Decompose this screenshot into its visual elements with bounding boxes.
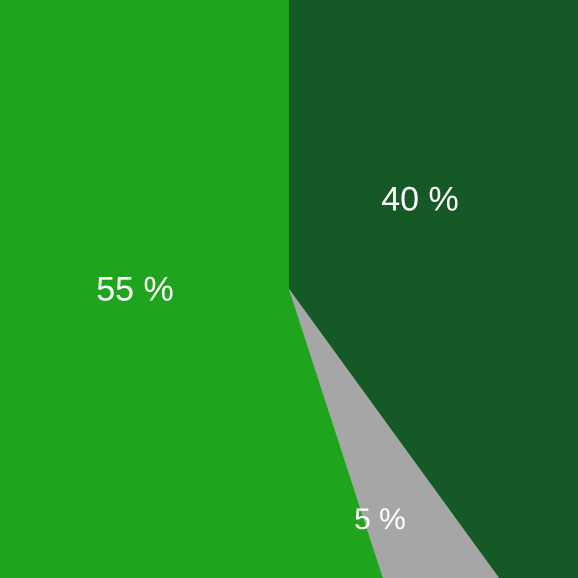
pie-slice-label: 5 % bbox=[354, 503, 406, 537]
pie-slice-label: 40 % bbox=[381, 181, 459, 220]
pie-slice-label: 55 % bbox=[96, 271, 174, 310]
pie-chart: 40 % 5 % 55 % bbox=[0, 0, 578, 578]
pie-chart-svg bbox=[0, 0, 578, 578]
